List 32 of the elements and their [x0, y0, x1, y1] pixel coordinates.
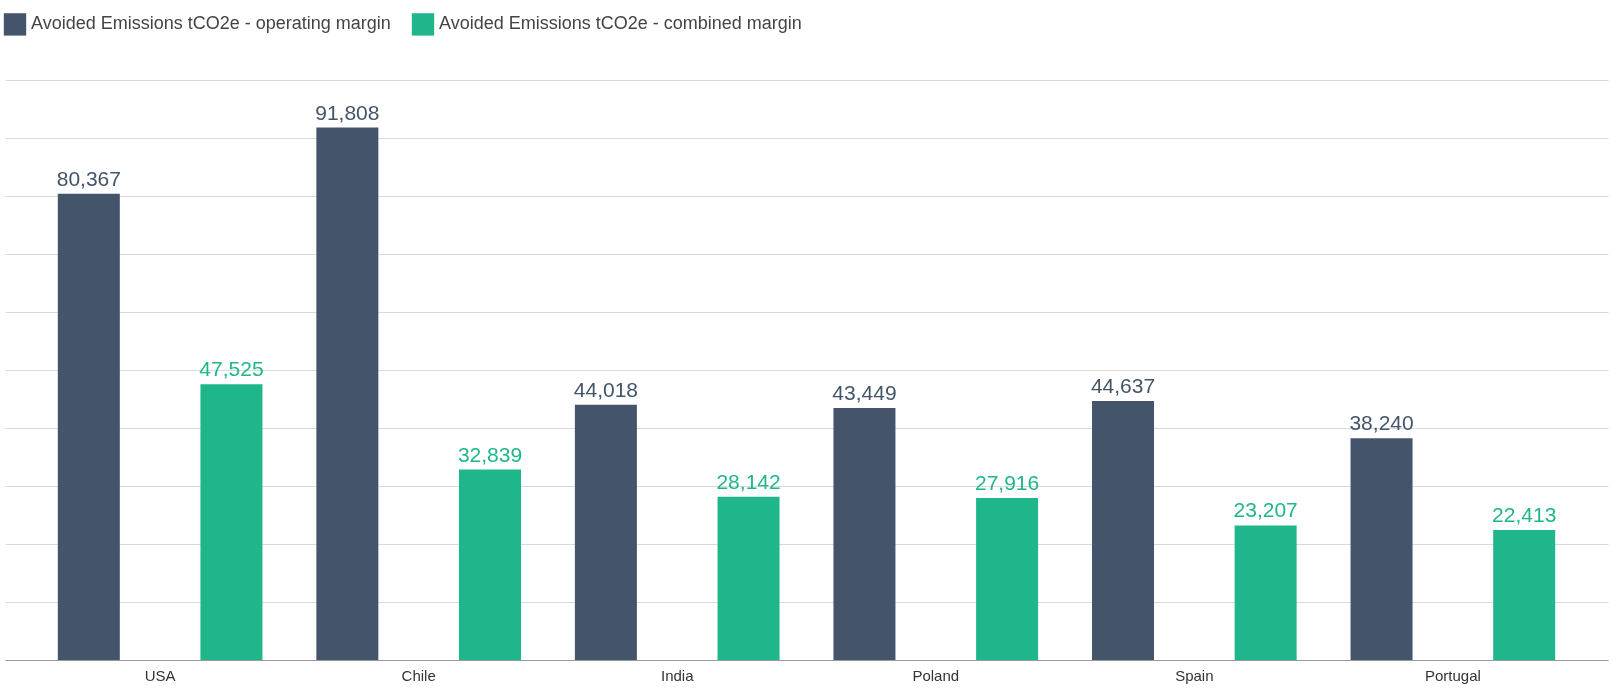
data-label: 91,808 — [315, 100, 380, 124]
bar — [459, 469, 521, 660]
bar — [1234, 525, 1297, 660]
data-label: 27,916 — [974, 471, 1040, 495]
data-label: 28,142 — [716, 469, 781, 493]
bar — [57, 193, 120, 660]
bar — [717, 496, 780, 660]
data-label: 80,367 — [56, 166, 121, 190]
legend-label: Avoided Emissions tCO2e - operating margin — [31, 13, 391, 34]
bar — [200, 384, 263, 660]
data-label: 47,525 — [199, 357, 264, 381]
data-label: 32,839 — [457, 442, 523, 466]
x-tick-label: USA — [144, 666, 176, 684]
x-tick-label: India — [660, 666, 695, 684]
bar — [316, 127, 379, 660]
bar — [1092, 401, 1154, 660]
bar — [1350, 438, 1413, 660]
bar — [833, 408, 896, 660]
data-label: 23,207 — [1233, 498, 1298, 522]
legend-label: Avoided Emissions tCO2e - combined margin — [439, 13, 802, 34]
x-tick-label: Portugal — [1424, 666, 1481, 684]
x-tick-label: Chile — [401, 666, 436, 684]
bar — [1493, 530, 1556, 660]
bar — [976, 498, 1039, 660]
data-label: 43,449 — [832, 381, 897, 404]
data-label: 44,637 — [1090, 374, 1156, 398]
data-label: 38,240 — [1349, 411, 1414, 435]
x-tick-label: Spain — [1175, 666, 1214, 684]
bar — [574, 404, 637, 660]
data-label: 44,018 — [573, 377, 639, 401]
data-label: 22,413 — [1492, 503, 1557, 526]
x-tick-label: Poland — [912, 666, 960, 684]
